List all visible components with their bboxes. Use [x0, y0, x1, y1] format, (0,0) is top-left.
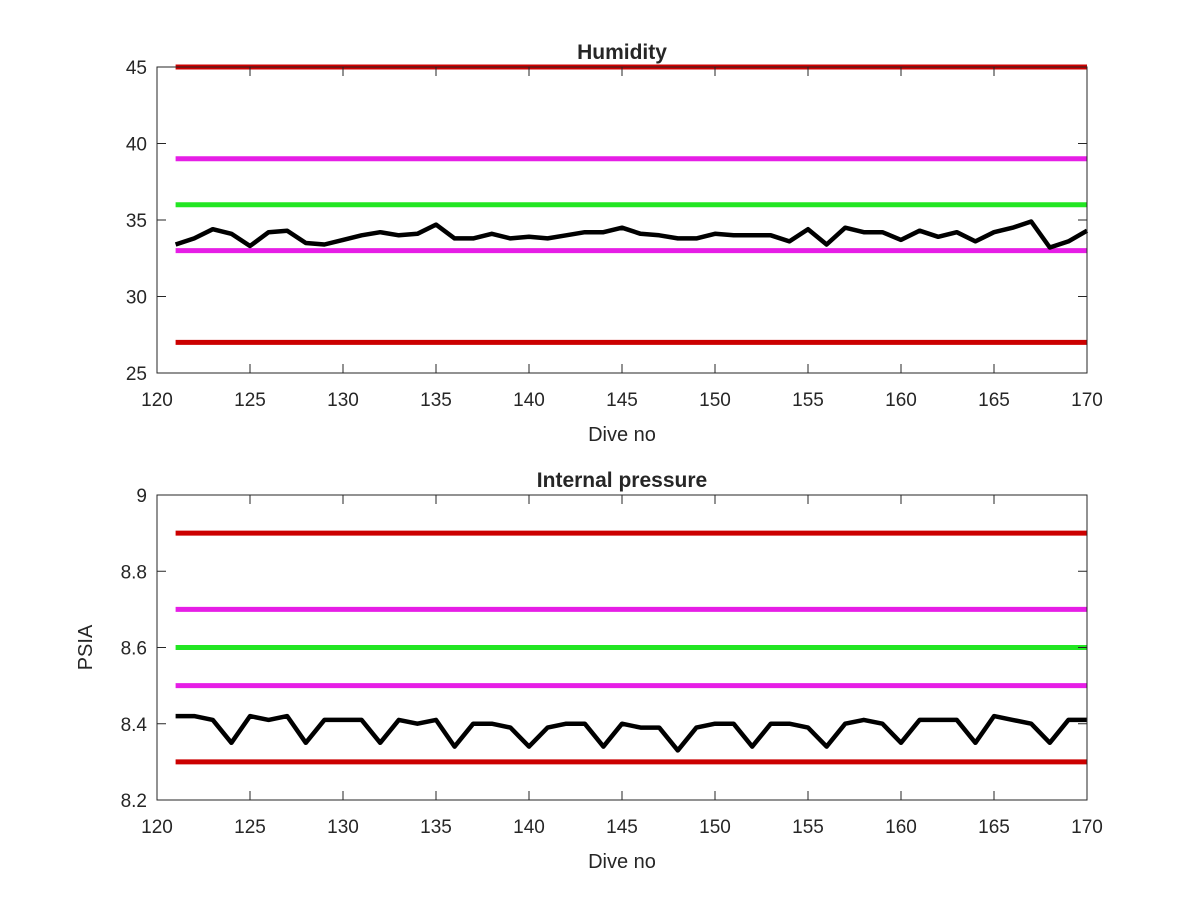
x-tick-label: 170	[1071, 390, 1103, 411]
x-tick-label: 120	[141, 817, 173, 838]
chart-title: Humidity	[577, 41, 667, 64]
x-tick-label: 165	[978, 390, 1010, 411]
x-tick-label: 160	[885, 390, 917, 411]
chart-title: Internal pressure	[537, 469, 707, 492]
x-tick-label: 140	[513, 390, 545, 411]
y-axis-label: PSIA	[75, 624, 97, 670]
x-tick-label: 145	[606, 390, 638, 411]
y-tick-label: 45	[126, 58, 147, 79]
x-tick-label: 125	[234, 817, 266, 838]
axes-box	[156, 66, 1088, 374]
x-tick-label: 170	[1071, 817, 1103, 838]
y-tick-label: 35	[126, 211, 147, 232]
x-tick-label: 155	[792, 390, 824, 411]
x-axis-label: Dive no	[588, 424, 656, 446]
x-tick-label: 155	[792, 817, 824, 838]
x-tick-label: 135	[420, 390, 452, 411]
y-tick-label: 40	[126, 135, 147, 156]
x-tick-label: 165	[978, 817, 1010, 838]
y-tick-label: 8.6	[121, 639, 147, 660]
x-tick-label: 140	[513, 817, 545, 838]
y-tick-label: 9	[136, 486, 147, 507]
x-axis-label: Dive no	[588, 851, 656, 873]
chart-1: 120 125 130 135 140 145 150 155 160 165 170 25 30 35 4…	[126, 41, 1103, 446]
y-tick-label: 8.4	[121, 715, 148, 736]
y-tick-label: 8.2	[121, 791, 147, 812]
x-tick-label: 135	[420, 817, 452, 838]
x-tick-label: 120	[141, 390, 173, 411]
x-tick-label: 150	[699, 390, 731, 411]
x-tick-label: 150	[699, 817, 731, 838]
x-tick-label: 130	[327, 390, 359, 411]
y-tick-label: 8.8	[121, 562, 147, 583]
x-tick-label: 145	[606, 817, 638, 838]
y-tick-label: 25	[126, 364, 147, 385]
chart-2: 120 125 130 135 140 145 150 155 160 165 170 8.2 8.4 8…	[75, 469, 1103, 873]
series-line	[175, 713, 1087, 753]
x-tick-label: 125	[234, 390, 266, 411]
x-tick-label: 130	[327, 817, 359, 838]
series-line	[174, 219, 1089, 250]
x-tick-label: 160	[885, 817, 917, 838]
y-tick-label: 30	[126, 288, 147, 309]
